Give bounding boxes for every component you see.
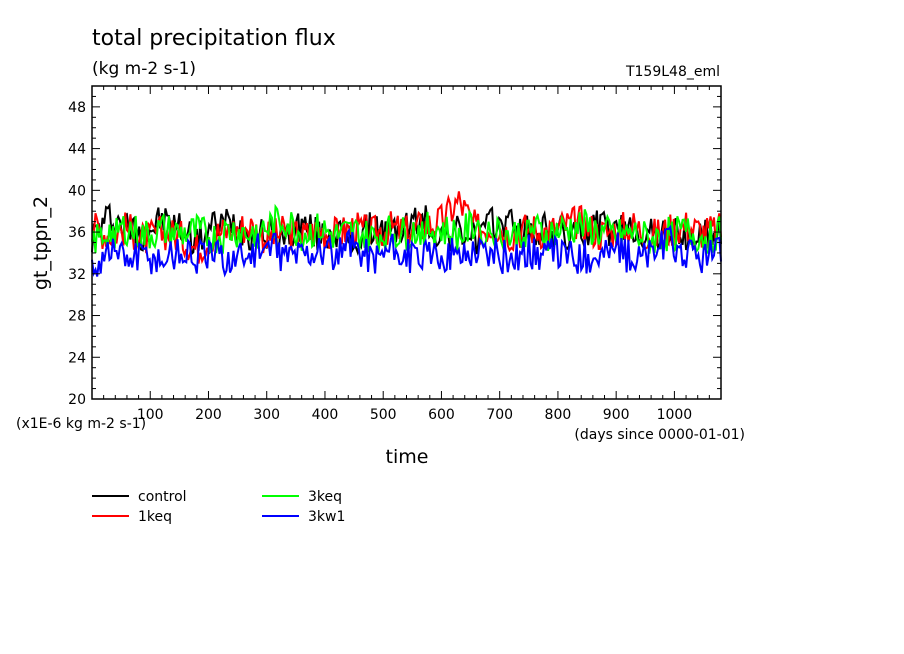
series-line-3kw1 xyxy=(91,224,722,278)
legend-label-1keq: 1keq xyxy=(138,509,172,525)
scale-note: (x1E-6 kg m-2 s-1) xyxy=(16,416,146,432)
x-tick-label: 300 xyxy=(253,407,280,423)
chart-title: total precipitation flux xyxy=(92,26,336,51)
series-line-control xyxy=(91,202,722,257)
x-tick-label: 500 xyxy=(370,407,397,423)
x-tick-label: 200 xyxy=(195,407,222,423)
y-tick-label: 48 xyxy=(68,100,86,116)
x-tick-label: 900 xyxy=(603,407,630,423)
x-tick-label: 100 xyxy=(137,407,164,423)
x-axis-title: time xyxy=(386,446,429,468)
x-tick-label: 700 xyxy=(486,407,513,423)
legend-label-3keq: 3keq xyxy=(308,489,342,505)
x-tick-label: 1000 xyxy=(657,407,693,423)
y-tick-label: 28 xyxy=(68,309,86,325)
y-tick-label: 44 xyxy=(68,142,86,158)
x-tick-label: 800 xyxy=(545,407,572,423)
y-tick-label: 24 xyxy=(68,350,86,366)
y-tick-label: 36 xyxy=(68,225,86,241)
x-axis-note: (days since 0000-01-01) xyxy=(574,427,745,443)
x-tick-label: 400 xyxy=(312,407,339,423)
chart-units: (kg m-2 s-1) xyxy=(92,59,196,79)
plot-area: 20 24 28 32 36 40 44 48 100 200 300 400 500 600 700 800… xyxy=(68,85,722,423)
legend-label-control: control xyxy=(138,489,187,505)
y-tick-label: 32 xyxy=(68,267,86,283)
y-tick-label: 20 xyxy=(68,392,86,408)
legend: control 1keq 3keq 3kw1 xyxy=(92,489,345,525)
y-tick-label: 40 xyxy=(68,183,86,199)
y-axis-title: gt_tppn_2 xyxy=(30,196,52,290)
run-label: T159L48_eml xyxy=(625,64,720,80)
x-tick-label: 600 xyxy=(428,407,455,423)
legend-label-3kw1: 3kw1 xyxy=(308,509,345,525)
